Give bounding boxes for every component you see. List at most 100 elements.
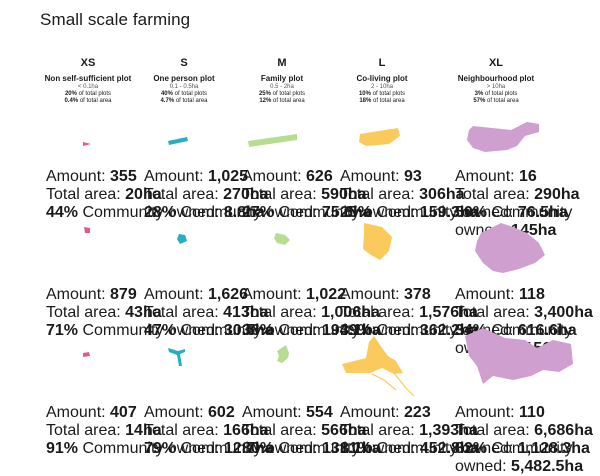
amount-line: Amount: 110 xyxy=(455,404,545,421)
column-header-xs: XS Non self-sufficient plot < 0.1ha 20% of … xyxy=(33,57,143,105)
community-owned-line: 44% Community owned: 8.8ha xyxy=(46,204,265,221)
plot-type-name: Non self-sufficient plot xyxy=(44,73,132,83)
total-area-line: Total area: 43ha xyxy=(46,304,162,321)
community-owned-line: 36% Community owned: 362.2ha xyxy=(242,322,479,339)
community-owned-line: 28% Community owned: 75.6ha xyxy=(144,204,372,221)
plot-shape-m-1 xyxy=(248,134,297,147)
plot-type-name: Family plot xyxy=(260,73,304,83)
size-code: M xyxy=(277,57,287,69)
amount-line: Amount: 118 xyxy=(455,286,545,303)
total-area-line: Total area: 20ha xyxy=(46,186,162,203)
share-of-area: 0.4% of total area xyxy=(64,97,112,104)
share-of-plots: 3% of total plots xyxy=(474,90,518,97)
column-header-xl: XL Neighbourhood plot > 10ha 3% of total pl… xyxy=(441,57,551,105)
total-area-line: Total area: 270ha xyxy=(144,186,269,203)
total-area-line: Total area: 3,400ha xyxy=(455,304,593,321)
share-of-area: 4.7% of total area xyxy=(160,97,208,104)
plot-outline xyxy=(359,128,400,146)
plot-outline xyxy=(168,137,188,145)
amount-line: Amount: 602 xyxy=(144,404,235,421)
plot-shape-l-2 xyxy=(363,223,392,260)
column-header-s: S One person plot 0.1 - 0.5ha 40% of total … xyxy=(129,57,239,105)
plot-stats-xl-1: Amount: 16 Total area: 290ha 50% Community… xyxy=(455,168,600,240)
plot-outline xyxy=(475,223,545,273)
amount-line: Amount: 1,626 xyxy=(144,286,249,303)
community-owned-line: 47% Community owned: 194.1ha xyxy=(144,322,381,339)
plot-outline xyxy=(83,352,90,357)
plot-shape-xs-1 xyxy=(83,142,91,146)
plot-stats-l-1: Amount: 93 Total area: 306ha 25% Community… xyxy=(340,168,568,222)
total-area-line: Total area: 566ha xyxy=(242,422,367,439)
plot-shape-m-3 xyxy=(277,345,289,363)
total-area-line: Total area: 413ha xyxy=(144,304,269,321)
plot-type-name: Co-living plot xyxy=(356,73,408,83)
plot-type-name: One person plot xyxy=(153,73,215,83)
share-of-area: 57% of total area xyxy=(473,97,519,104)
plot-stats-l-2: Amount: 378 Total area: 1,576ha 39% Commun… xyxy=(340,286,577,340)
plot-size-range: < 0.1ha xyxy=(77,83,99,90)
column-header-m: M Family plot 0.5 - 2ha 25% of total plots 1… xyxy=(227,57,337,105)
total-area-line: Total area: 306ha xyxy=(340,186,465,203)
amount-line: Amount: 879 xyxy=(46,286,137,303)
plot-outline xyxy=(465,328,573,384)
share-of-plots: 40% of total plots xyxy=(160,90,208,97)
share-of-plots: 20% of total plots xyxy=(64,90,112,97)
total-area-line: Total area: 290ha xyxy=(455,186,580,203)
plot-outline xyxy=(274,233,290,245)
plot-stats-s-1: Amount: 1,025 Total area: 270ha 28% Commun… xyxy=(144,168,372,222)
plot-outline xyxy=(83,142,91,146)
share-of-plots: 25% of total plots xyxy=(258,90,306,97)
plot-outline xyxy=(177,234,187,244)
plot-shape-s-3 xyxy=(168,348,185,366)
community-owned-line: 82% Community owned: 5,482.5ha xyxy=(455,440,584,475)
plot-outline xyxy=(248,134,297,147)
plot-shape-s-2 xyxy=(177,234,187,244)
share-of-plots: 10% of total plots xyxy=(358,90,406,97)
plot-shape-xl-1 xyxy=(467,122,539,152)
share-of-area: 12% of total area xyxy=(259,97,305,104)
plot-outline xyxy=(387,365,415,397)
plot-outline xyxy=(168,348,185,366)
plot-shape-xl-3 xyxy=(465,328,573,384)
total-area-line: Total area: 166ha xyxy=(144,422,269,439)
total-area-line: Total area: 6,686ha xyxy=(455,422,593,439)
plot-size-range: 0.1 - 0.5ha xyxy=(169,83,199,90)
total-area-line: Total area: 1,006ha xyxy=(242,304,380,321)
column-header-l: L Co-living plot 2 - 10ha 10% of total plot… xyxy=(327,57,437,105)
plot-size-range: 2 - 10ha xyxy=(370,83,394,90)
total-area-line: Total area: 1,576ha xyxy=(340,304,478,321)
plot-shape-s-1 xyxy=(168,137,188,145)
page-title: Small scale farming xyxy=(40,10,191,29)
amount-line: Amount: 407 xyxy=(46,404,137,421)
amount-line: Amount: 1,022 xyxy=(242,286,347,303)
plot-outline xyxy=(84,227,90,233)
plot-shape-xl-2 xyxy=(475,223,545,273)
size-code: L xyxy=(378,57,386,69)
plot-stats-s-2: Amount: 1,626 Total area: 413ha 47% Commun… xyxy=(144,286,381,340)
plot-size-range: 0.5 - 2ha xyxy=(270,83,294,90)
plot-stats-m-1: Amount: 626 Total area: 590ha 27% Communit… xyxy=(242,168,479,222)
plot-outline xyxy=(467,122,539,152)
plot-shape-m-2 xyxy=(274,233,290,245)
plot-outline xyxy=(363,223,392,260)
plot-shape-l-1 xyxy=(359,128,400,146)
plot-outline xyxy=(371,373,397,391)
plot-shape-xs-2 xyxy=(84,227,90,233)
community-owned-line: 25% Community owned: 76.5ha xyxy=(340,204,568,221)
plot-size-range: > 10ha xyxy=(486,83,506,90)
plot-outline xyxy=(342,336,403,374)
amount-line: Amount: 16 xyxy=(455,168,537,185)
amount-line: Amount: 355 xyxy=(46,168,137,185)
plot-stats-xs-2: Amount: 879 Total area: 43ha 71% Community… xyxy=(46,286,274,340)
total-area-line: Total area: 590ha xyxy=(242,186,367,203)
total-area-line: Total area: 14ha xyxy=(46,422,162,439)
community-owned-line: 71% Community owned: 30.5ha xyxy=(46,322,274,339)
amount-line: Amount: 378 xyxy=(340,286,431,303)
amount-line: Amount: 1,025 xyxy=(144,168,249,185)
plot-shape-l-3 xyxy=(342,336,415,397)
size-code: XS xyxy=(80,57,96,69)
plot-type-name: Neighbourhood plot xyxy=(457,73,535,83)
size-code: XL xyxy=(488,57,504,69)
plot-outline xyxy=(277,345,289,363)
plot-stats-m-2: Amount: 1,022 Total area: 1,006ha 36% Comm… xyxy=(242,286,479,340)
